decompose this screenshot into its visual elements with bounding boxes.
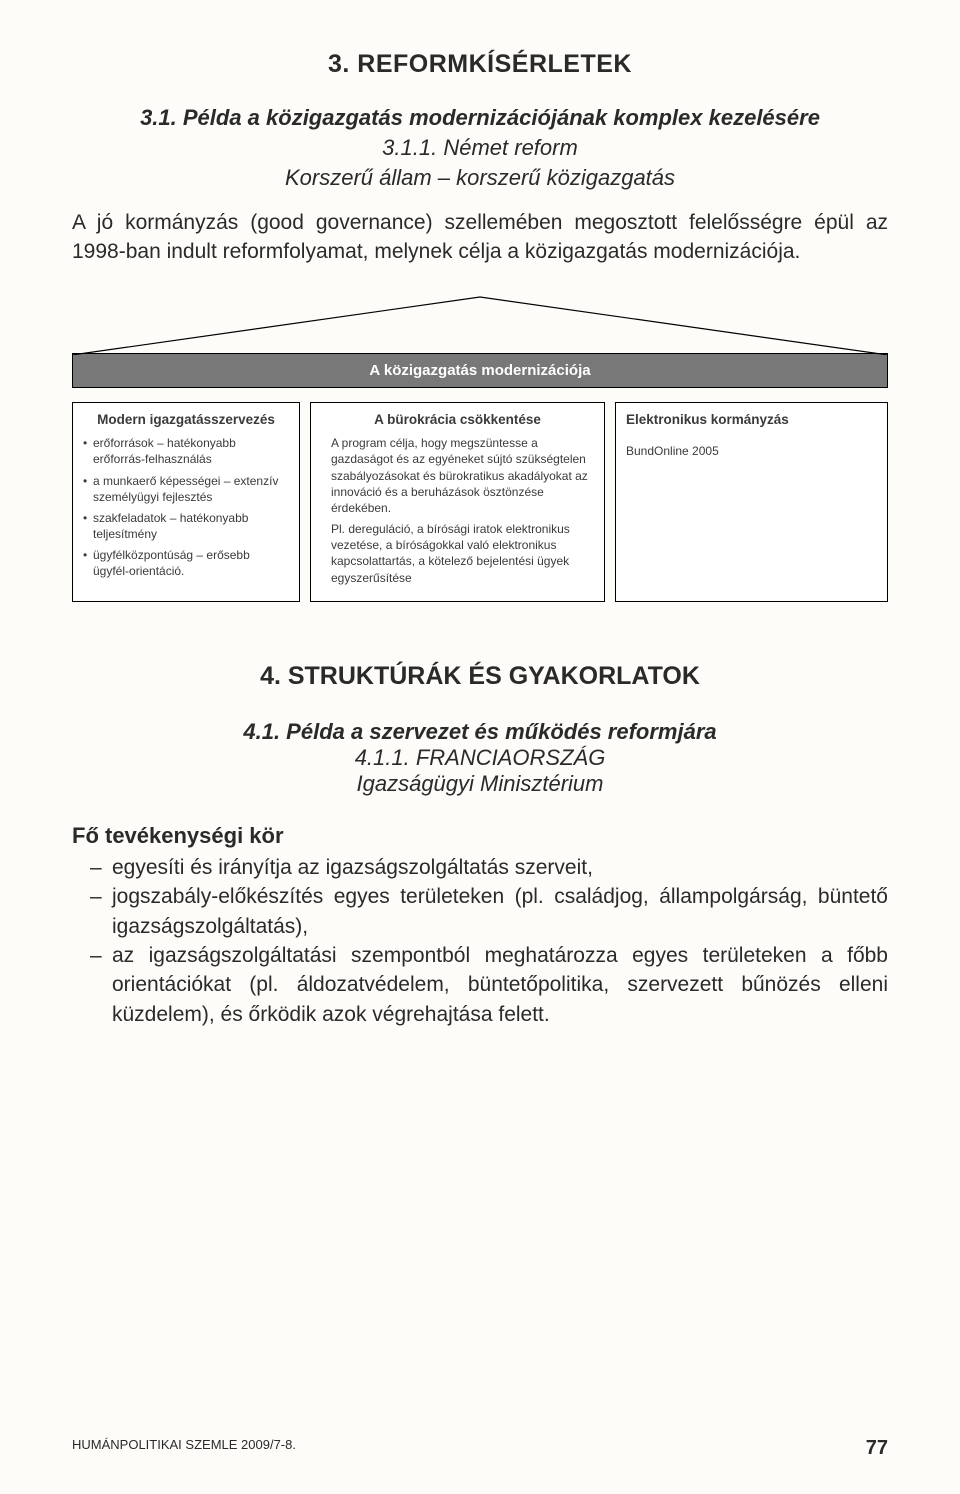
col1-para1: A program célja, hogy megszüntesse a gaz… (321, 435, 594, 516)
list-item: egyesíti és irányítja az igazságszolgált… (72, 853, 888, 882)
footer-journal: HUMÁNPOLITIKAI SZEMLE 2009/7-8. (72, 1437, 296, 1460)
col0-list: erőforrások – hatékonyabb erőforrás-felh… (83, 435, 289, 580)
col2-para1: BundOnline 2005 (626, 443, 877, 459)
col2-head: Elektronikus kormányzás (626, 411, 877, 429)
section4-title: 4. STRUKTÚRÁK ÉS GYAKORLATOK (72, 662, 888, 691)
section3-paragraph: A jó kormányzás (good governance) szelle… (72, 209, 888, 267)
list-item: jogszabály-előkészítés egyes területeken… (72, 882, 888, 941)
list-item: a munkaerő képességei – extenzív személy… (83, 473, 289, 505)
col1-para2: Pl. dereguláció, a bírósági iratok elekt… (321, 521, 594, 586)
column-modern-igazgatas: Modern igazgatásszervezés erőforrások – … (72, 402, 300, 602)
list-item: erőforrások – hatékonyabb erőforrás-felh… (83, 435, 289, 467)
section3-sub1: 3.1. Példa a közigazgatás modernizációjá… (72, 105, 888, 131)
section4-list: egyesíti és irányítja az igazságszolgált… (72, 853, 888, 1029)
list-item: az igazságszolgáltatási szempontból megh… (72, 941, 888, 1029)
section3-sub2: 3.1.1. Német reform (72, 135, 888, 161)
section4-sub3: Igazságügyi Minisztérium (72, 771, 888, 797)
section3-sub3: Korszerű állam – korszerű közigazgatás (72, 165, 888, 191)
column-elektronikus: Elektronikus kormányzás BundOnline 2005 (615, 402, 888, 602)
page-footer: HUMÁNPOLITIKAI SZEMLE 2009/7-8. 77 (72, 1437, 888, 1460)
list-item: szakfeladatok – hatékonyabb teljesítmény (83, 510, 289, 542)
section3-title: 3. REFORMKÍSÉRLETEK (72, 50, 888, 79)
list-item: ügyfélközpontúság – erősebb ügyfél-orien… (83, 547, 289, 579)
col1-head: A bürokrácia csökkentése (321, 411, 594, 429)
section4-list-head: Fő tevékenységi kör (72, 823, 888, 849)
column-burokracia: A bürokrácia csökkentése A program célja… (310, 402, 605, 602)
col0-head: Modern igazgatásszervezés (83, 411, 289, 429)
section4-sub1: 4.1. Példa a szervezet és működés reform… (72, 719, 888, 745)
modernization-diagram: A közigazgatás modernizációja Modern iga… (72, 295, 888, 602)
section4-sub2: 4.1.1. FRANCIAORSZÁG (72, 745, 888, 771)
diagram-roof (72, 295, 888, 355)
diagram-banner: A közigazgatás modernizációja (72, 353, 888, 388)
page-number: 77 (866, 1437, 888, 1460)
diagram-columns: Modern igazgatásszervezés erőforrások – … (72, 402, 888, 602)
